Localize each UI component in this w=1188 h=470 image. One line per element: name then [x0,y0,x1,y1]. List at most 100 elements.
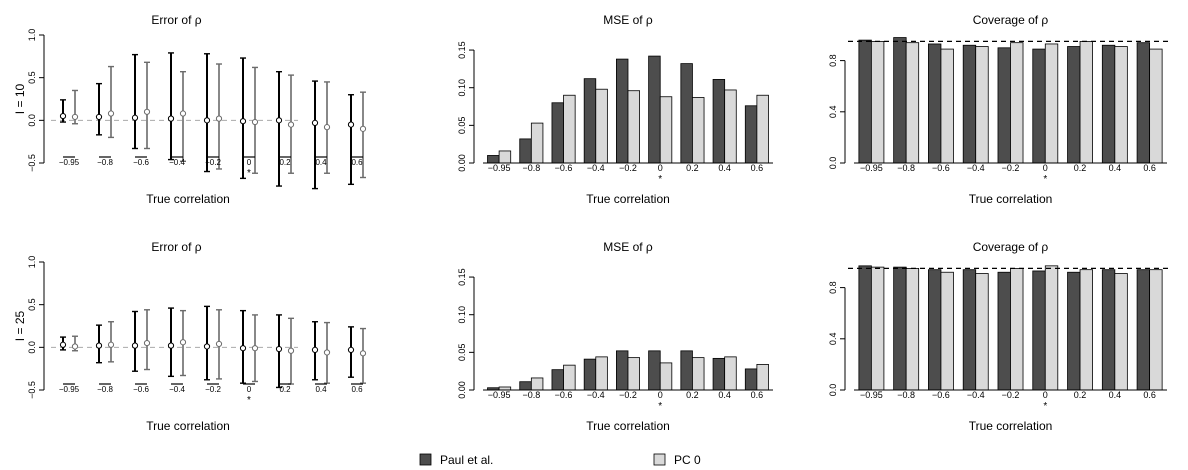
bar-pc0 [1114,46,1128,164]
legend-swatch-paul [419,453,432,466]
point-paul [95,342,103,349]
bar-pc0 [563,94,576,164]
point-pc0 [215,115,223,122]
point-paul [131,114,139,121]
x-tick-label: 0.4 [1109,163,1122,173]
point-pc0 [107,110,115,117]
point-paul [347,121,355,128]
x-tick-label: −0.6 [133,385,149,394]
point-paul [239,345,247,352]
point-paul [167,342,175,349]
chart-title: MSE of ρ [603,13,653,27]
point-paul [275,117,283,124]
x-axis-label: True correlation [969,192,1053,206]
marker-star: * [658,401,662,412]
chart-title: Coverage of ρ [973,13,1049,27]
point-pc0 [251,118,259,126]
x-tick-label: −0.8 [897,163,915,173]
point-pc0 [287,347,295,354]
bar-pc0 [870,41,885,164]
panel-2: MSE of ρ 0.00 0.05 0.10 0.15 −0.95 −0.8 −0.6 −0.… [457,13,773,206]
point-paul [59,341,67,348]
x-tick-label: −0.6 [133,158,149,167]
bar-pc0 [1044,43,1059,164]
chart-title: Error of ρ [151,240,201,254]
bar-paul [1136,269,1151,391]
bar-pc0 [627,357,641,391]
x-tick-label: −0.95 [488,390,511,400]
x-tick-label: 0.6 [1143,163,1156,173]
point-pc0 [215,340,223,348]
point-paul [203,343,211,350]
y-tick-label: 0.15 [457,268,467,286]
bar-pc0 [975,273,989,391]
x-tick-label: −0.6 [555,163,573,173]
point-pc0 [359,125,367,132]
bar-pc0 [940,48,954,164]
y-tick-label: −0.5 [27,381,37,399]
y-tick-label: 1.0 [27,29,37,42]
y-tick-label: 0.0 [828,384,838,397]
point-pc0 [251,345,259,352]
bar-pc0 [870,266,885,391]
x-tick-label: −0.2 [619,390,637,400]
bar-pc0 [530,122,544,164]
point-paul [131,342,139,349]
x-tick-label: −0.8 [97,385,113,394]
x-tick-label: 0.6 [751,390,764,400]
x-tick-label: 0 [247,385,252,394]
point-pc0 [323,124,331,131]
bar-paul [616,350,629,391]
x-axis-label: True correlation [586,419,670,433]
bar-pc0 [498,150,512,164]
point-paul [275,345,283,353]
x-axis-label: True correlation [586,192,670,206]
point-pc0 [179,110,187,117]
point-pc0 [71,113,79,121]
x-tick-label: −0.2 [205,158,221,167]
y-tick-label: 0.0 [27,341,37,354]
bar-paul [487,155,500,164]
x-tick-label: 0.2 [686,390,699,400]
bar-pc0 [756,363,769,391]
point-pc0 [143,339,151,347]
bar-paul [1067,271,1081,391]
bar-paul [551,369,564,391]
point-pc0 [71,343,79,350]
bar-pc0 [1010,42,1024,164]
y-tick-label: 0.05 [457,344,467,362]
x-tick-label: −0.8 [522,390,540,400]
y-tick-label: 0.10 [457,306,467,324]
y-tick-label: 0.00 [457,154,467,172]
bar-paul [712,79,726,164]
chart-title: Error of ρ [151,13,201,27]
x-tick-label: 0.6 [351,385,363,394]
point-pc0 [107,341,115,348]
bar-pc0 [692,357,705,391]
bar-paul [583,358,597,391]
bar-pc0 [530,377,544,391]
bar-paul [1136,42,1151,164]
point-paul [59,112,67,120]
point-paul [95,113,103,121]
y-tick-label: 0.4 [828,106,838,119]
chart-title: MSE of ρ [603,240,653,254]
bar-pc0 [905,42,920,164]
x-tick-label: −0.2 [1002,390,1020,400]
point-paul [239,118,247,125]
bar-paul [744,368,758,391]
y-tick-label: 1.0 [27,256,37,269]
marker-star: * [658,174,662,185]
x-axis-label: True correlation [146,419,230,433]
x-tick-label: 0 [658,390,663,400]
bar-pc0 [724,89,737,164]
point-pc0 [359,350,367,357]
bar-paul [858,265,872,391]
x-tick-label: 0.4 [718,390,731,400]
bar-pc0 [1079,269,1093,391]
point-paul [347,346,355,353]
bar-pc0 [724,356,737,391]
bar-paul [680,350,693,391]
bar-pc0 [595,88,608,164]
